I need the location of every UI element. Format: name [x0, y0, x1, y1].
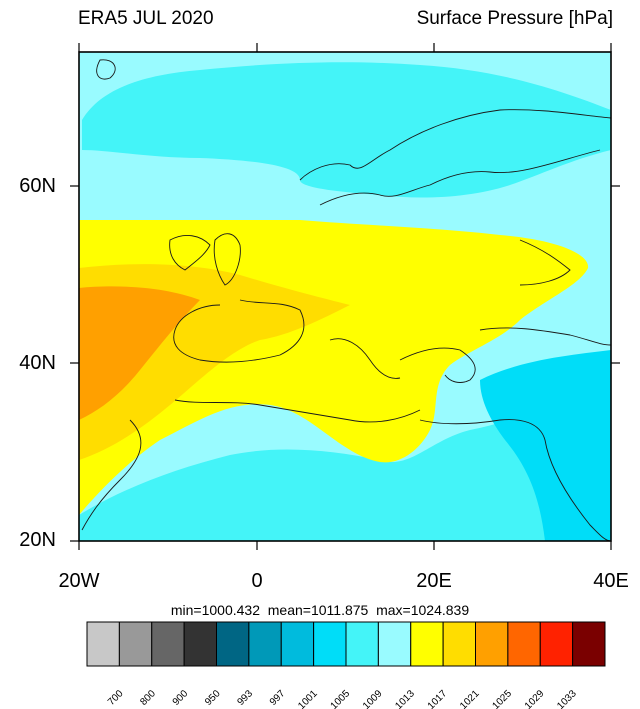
- colorbar-label: 1025: [490, 688, 514, 709]
- colorbar-label: 700: [106, 688, 126, 708]
- colorbar-swatch: [86, 621, 120, 667]
- colorbar-swatch: [410, 621, 444, 667]
- colorbar-swatch: [377, 621, 412, 667]
- lat-label-40n: 40N: [19, 352, 56, 374]
- colorbar-label: 950: [203, 688, 223, 708]
- lat-label-60n: 60N: [19, 175, 56, 197]
- stats-text: min=1000.432 mean=1011.875 max=1024.839: [170, 602, 470, 618]
- lat-label-20n: 20N: [19, 529, 56, 551]
- colorbar-label: 997: [268, 688, 288, 708]
- colorbar-label: 1029: [523, 688, 547, 709]
- colorbar-swatch: [442, 621, 476, 667]
- map-title-left: ERA5 JUL 2020: [78, 8, 214, 29]
- colorbar-swatch: [572, 621, 606, 667]
- colorbar-label: 900: [171, 688, 191, 708]
- map-title-right: Surface Pressure [hPa]: [416, 8, 613, 29]
- colorbar-label: 1001: [296, 688, 320, 709]
- pressure-field: [79, 52, 611, 541]
- colorbar-swatch: [248, 621, 282, 667]
- axis-ticks: [70, 43, 620, 550]
- map-frame: [78, 51, 612, 542]
- colorbar-label: 1009: [361, 688, 385, 709]
- field-1001-1005: [480, 350, 611, 541]
- lon-label-0: 0: [251, 570, 263, 592]
- colorbar-swatch: [216, 621, 250, 667]
- colorbar-labels: 700 800 900 950 993 997 1001 1005 1009 1013 1017 10…: [106, 688, 579, 709]
- colorbar-swatch: [475, 621, 509, 667]
- colorbar-swatch: [280, 621, 315, 667]
- colorbar-label: 1017: [426, 688, 450, 709]
- colorbar-swatch: [313, 621, 347, 667]
- lon-label-20e: 20E: [416, 570, 452, 592]
- field-1005-1009-south: [79, 380, 611, 541]
- colorbar-label: 1033: [555, 688, 579, 709]
- lon-label-40e: 40E: [593, 570, 629, 592]
- colorbar-swatch: [151, 621, 185, 667]
- colorbar-label: 800: [138, 688, 158, 708]
- colorbar-label: 993: [235, 688, 255, 708]
- colorbar-swatch: [345, 621, 379, 667]
- colorbar-swatch: [507, 621, 541, 667]
- lon-label-20w: 20W: [58, 570, 100, 592]
- pressure-map: [70, 43, 620, 550]
- field-1005-1009-north: [82, 62, 611, 198]
- coastlines: [81, 59, 611, 541]
- colorbar-label: 1013: [393, 688, 417, 709]
- colorbar-label: 1021: [458, 688, 482, 709]
- colorbar-swatch: [539, 621, 574, 667]
- colorbar-boxes: [86, 621, 606, 667]
- colorbar-swatch: [118, 621, 153, 667]
- colorbar-label: 1005: [329, 688, 353, 709]
- field-1025-1029: [79, 286, 200, 420]
- colorbar-swatch: [183, 621, 217, 667]
